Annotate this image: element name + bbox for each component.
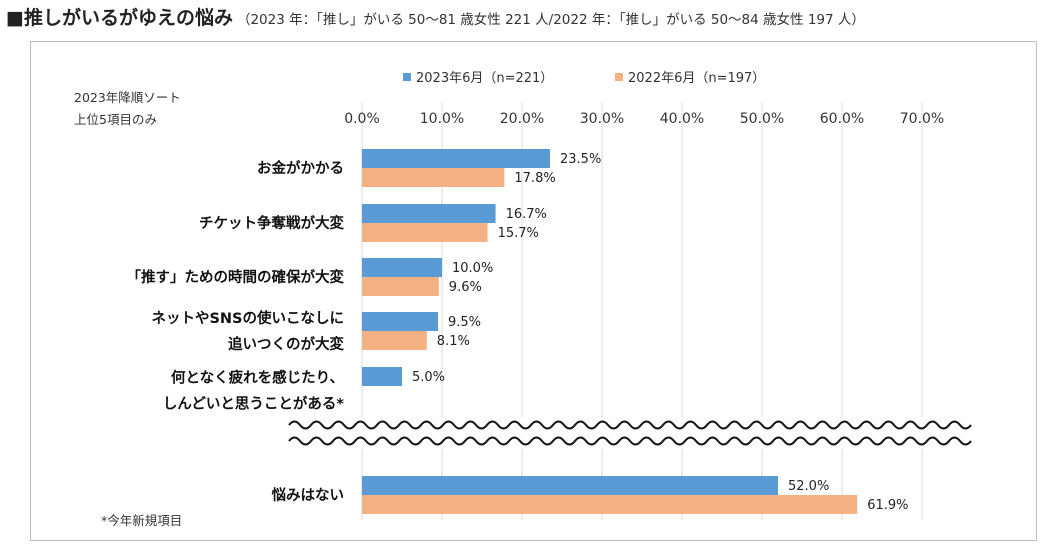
x-tick-label: 50.0% [740,111,784,127]
bar [362,476,778,495]
category-label: 悩みはない [272,486,345,504]
category-label: ネットやSNSの使いこなしに [151,309,344,327]
legend-swatch [615,73,623,81]
data-label: 15.7% [498,226,539,241]
data-label: 16.7% [506,207,547,222]
category-label: お金がかかる [257,159,344,177]
data-label: 8.1% [437,334,470,349]
sort-note: 2023年降順ソート [74,90,181,105]
category-label: 追いつくのが大変 [228,335,344,353]
bar-chart: 0.0% 10.0% 20.0% 30.0% 40.0% 50.0% 60.0% 70.0% 2… [74,71,976,528]
x-tick-label: 20.0% [500,111,544,127]
axis-break-line [288,436,972,446]
category-label: しんどいと思うことがある* [163,395,345,413]
data-label: 17.8% [514,171,555,186]
axis-break-line [288,420,972,430]
data-label: 10.0% [452,261,493,276]
category-label: 「推す」ための時間の確保が大変 [127,268,345,286]
chart-subtitle: （2023 年：「推し」がいる 50〜81 歳女性 221 人/2022 年：「… [236,12,865,28]
bar [362,331,427,350]
x-tick-label: 30.0% [580,111,624,127]
data-label: 23.5% [560,152,601,167]
bar [362,149,550,168]
data-label: 61.9% [867,498,908,513]
legend-label: 2023年6月（n=221） [416,71,553,86]
x-tick-label: 40.0% [660,111,704,127]
bar [362,168,505,187]
x-tick-label: 60.0% [820,111,864,127]
category-label: チケット争奪戦が大変 [199,214,344,232]
legend-swatch [403,73,411,81]
bar [362,312,438,331]
bar [362,367,402,386]
bar [362,495,858,514]
chart-title: ■推しがいるがゆえの悩み [6,7,233,29]
axis-break-band [286,417,976,449]
data-label: 9.5% [448,315,481,330]
chart-frame: 0.0% 10.0% 20.0% 30.0% 40.0% 50.0% 60.0% 70.0% 2… [30,41,1037,541]
legend-label: 2022年6月（n=197） [628,71,765,86]
data-label: 52.0% [788,479,829,494]
category-label: 何となく疲れを感じたり、 [171,369,344,387]
data-label: 5.0% [412,370,445,385]
bar [362,258,442,277]
footnote: *今年新規項目 [101,513,182,528]
x-tick-label: 70.0% [900,111,944,127]
data-label: 9.6% [449,280,482,295]
x-tick-label: 10.0% [420,111,464,127]
page-title: ■推しがいるがゆえの悩み （2023 年：「推し」がいる 50〜81 歳女性 22… [6,3,865,30]
bar [362,277,439,296]
bar [362,223,488,242]
x-tick-label: 0.0% [344,111,380,127]
sort-note: 上位5項目のみ [74,112,157,127]
bar [362,204,496,223]
